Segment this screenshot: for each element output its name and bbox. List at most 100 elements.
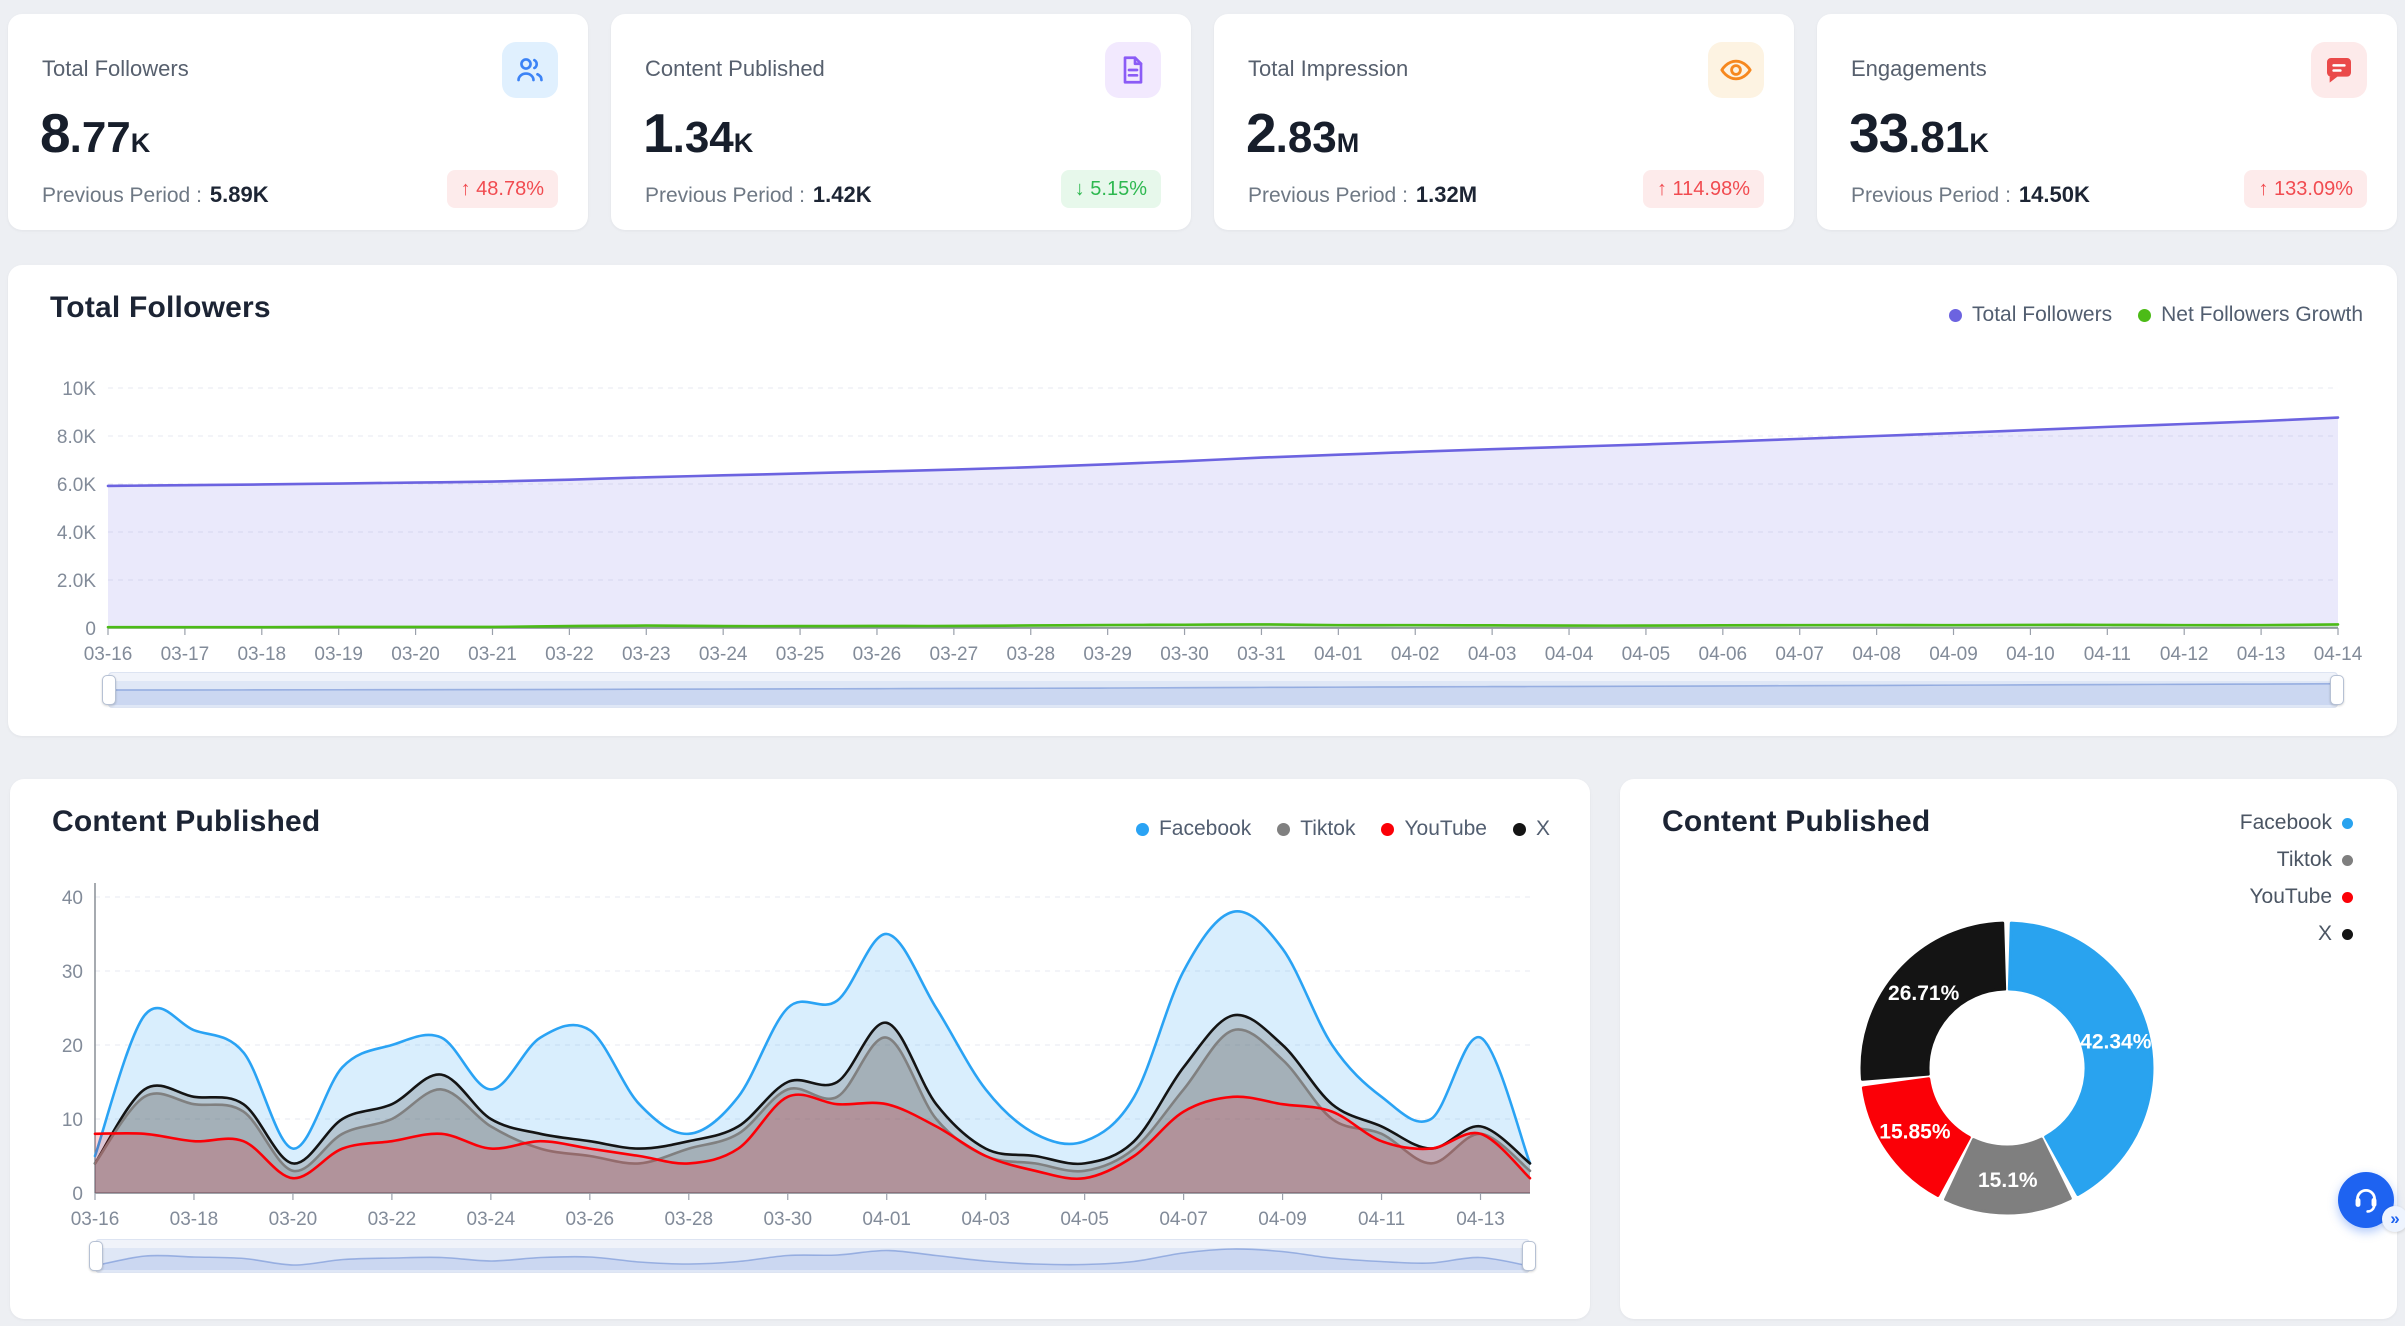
- content-chart-legend: Facebook Tiktok YouTube X: [1135, 817, 1550, 841]
- svg-text:03-28: 03-28: [1006, 644, 1055, 665]
- svg-text:20: 20: [62, 1036, 83, 1057]
- legend-item-facebook[interactable]: Facebook: [2240, 811, 2353, 835]
- legend-label: Net Followers Growth: [2161, 303, 2363, 326]
- svg-text:04-03: 04-03: [1468, 644, 1517, 665]
- stat-card-value: 2.83M: [1246, 102, 1360, 164]
- content-share-panel: Content Published Facebook Tiktok YouTube X…: [1620, 779, 2397, 1319]
- legend-item-net followers growth[interactable]: Net Followers Growth: [2138, 303, 2363, 327]
- svg-text:03-24: 03-24: [467, 1209, 516, 1230]
- svg-text:03-22: 03-22: [368, 1209, 417, 1230]
- svg-text:04-07: 04-07: [1775, 644, 1824, 665]
- svg-text:03-30: 03-30: [1160, 644, 1209, 665]
- legend-item-x[interactable]: X: [1512, 817, 1550, 841]
- followers-chart-zoom-slider[interactable]: [102, 672, 2344, 708]
- svg-text:03-20: 03-20: [391, 644, 440, 665]
- stat-card-title: Total Impression: [1248, 56, 1409, 81]
- stat-card-previous-period: Previous Period :5.89K: [42, 182, 269, 207]
- legend-item-x[interactable]: X: [2318, 922, 2353, 946]
- stat-card-title: Engagements: [1851, 56, 1987, 81]
- legend-dot: [1381, 822, 1395, 836]
- stat-card-previous-period: Previous Period :14.50K: [1851, 182, 2090, 207]
- stat-card-row: Total Followers 8.77K Previous Period :5…: [8, 14, 2397, 230]
- zoom-handle-right[interactable]: [1522, 1241, 1536, 1271]
- svg-text:04-10: 04-10: [2006, 644, 2055, 665]
- legend-dot: [2138, 308, 2152, 322]
- zoom-handle-right[interactable]: [2330, 675, 2344, 705]
- zoom-slider-preview: [109, 682, 2337, 705]
- svg-text:03-25: 03-25: [776, 644, 825, 665]
- stat-card-change-badge: ↓ 5.15%: [1060, 170, 1161, 208]
- svg-text:03-26: 03-26: [566, 1209, 615, 1230]
- svg-text:04-05: 04-05: [1060, 1209, 1109, 1230]
- legend-label: Total Followers: [1972, 303, 2113, 326]
- svg-text:0: 0: [85, 619, 96, 640]
- content-area-chart: 0 10 20 30 40 03-16 03-18 03-20 03-22 03-24 03-26 0…: [62, 883, 1532, 1230]
- zoom-handle-left[interactable]: [89, 1241, 103, 1271]
- legend-item-youtube[interactable]: YouTube: [1381, 817, 1487, 841]
- donut-slice-label: 42.34%: [2080, 1030, 2152, 1053]
- donut-slice-x[interactable]: [1860, 921, 2007, 1081]
- content-panel-title: Content Published: [52, 805, 321, 838]
- legend-item-total followers[interactable]: Total Followers: [1949, 303, 2112, 327]
- legend-item-youtube[interactable]: YouTube: [2249, 885, 2353, 909]
- stat-card-previous-period: Previous Period :1.32M: [1248, 182, 1478, 207]
- svg-text:2.0K: 2.0K: [57, 571, 96, 592]
- stat-card-value: 8.77K: [40, 102, 151, 164]
- zoom-slider-preview: [96, 1248, 1529, 1270]
- donut-slice-label: 15.1%: [1978, 1169, 2038, 1192]
- svg-text:6.0K: 6.0K: [57, 475, 96, 496]
- stat-card-title: Content Published: [645, 56, 825, 81]
- total-followers-panel: Total Followers Total Followers Net Follo…: [8, 265, 2397, 736]
- svg-text:03-19: 03-19: [314, 644, 363, 665]
- svg-text:04-09: 04-09: [1258, 1209, 1307, 1230]
- svg-text:03-22: 03-22: [545, 644, 594, 665]
- legend-dot: [2342, 854, 2353, 866]
- legend-item-tiktok[interactable]: Tiktok: [1277, 817, 1355, 841]
- svg-text:10K: 10K: [62, 379, 96, 400]
- legend-item-tiktok[interactable]: Tiktok: [2277, 848, 2353, 872]
- donut-panel-title: Content Published: [1662, 805, 1931, 838]
- donut-slice-facebook[interactable]: [2007, 921, 2154, 1196]
- legend-item-facebook[interactable]: Facebook: [1135, 817, 1252, 841]
- support-fab-button[interactable]: [2338, 1172, 2394, 1228]
- svg-text:03-23: 03-23: [622, 644, 671, 665]
- legend-label: YouTube: [1404, 817, 1487, 840]
- legend-dot: [2342, 928, 2353, 940]
- users-icon: [502, 42, 558, 98]
- svg-text:30: 30: [62, 962, 83, 983]
- donut-slice-label: 15.85%: [1879, 1121, 1951, 1144]
- svg-text:03-17: 03-17: [161, 644, 210, 665]
- legend-dot: [1277, 822, 1291, 836]
- donut-chart-legend: Facebook Tiktok YouTube X: [2240, 811, 2353, 946]
- svg-text:04-01: 04-01: [1314, 644, 1363, 665]
- legend-label: Facebook: [1158, 817, 1252, 840]
- svg-text:03-16: 03-16: [84, 644, 133, 665]
- svg-text:0: 0: [72, 1184, 83, 1205]
- svg-text:03-27: 03-27: [930, 644, 979, 665]
- legend-label: YouTube: [2249, 885, 2332, 908]
- svg-text:04-07: 04-07: [1159, 1209, 1208, 1230]
- svg-text:04-06: 04-06: [1699, 644, 1748, 665]
- fab-expand-chevrons[interactable]: »: [2382, 1206, 2405, 1232]
- stat-card-value: 1.34K: [643, 102, 754, 164]
- svg-text:03-21: 03-21: [468, 644, 517, 665]
- zoom-handle-left[interactable]: [102, 675, 116, 705]
- stat-card-change-badge: ↑ 48.78%: [446, 170, 558, 208]
- svg-text:03-28: 03-28: [664, 1209, 713, 1230]
- content-chart-zoom-slider[interactable]: [89, 1239, 1536, 1273]
- svg-text:03-20: 03-20: [269, 1209, 318, 1230]
- svg-text:04-05: 04-05: [1622, 644, 1671, 665]
- legend-dot: [1949, 308, 1963, 322]
- document-icon: [1105, 42, 1161, 98]
- svg-text:04-08: 04-08: [1852, 644, 1901, 665]
- headset-icon: [2355, 1189, 2377, 1213]
- svg-text:03-31: 03-31: [1237, 644, 1286, 665]
- donut-slice-tiktok[interactable]: [1944, 1137, 2072, 1215]
- stat-card-engagements: Engagements 33.81K Previous Period :14.5…: [1817, 14, 2397, 230]
- svg-text:10: 10: [62, 1110, 83, 1131]
- content-donut-chart: 42.34% 15.1% 15.85% 26.71%: [1860, 921, 2154, 1215]
- legend-label: X: [1535, 817, 1550, 840]
- svg-text:03-18: 03-18: [237, 644, 286, 665]
- donut-slice-youtube[interactable]: [1861, 1077, 1971, 1197]
- svg-text:40: 40: [62, 888, 83, 909]
